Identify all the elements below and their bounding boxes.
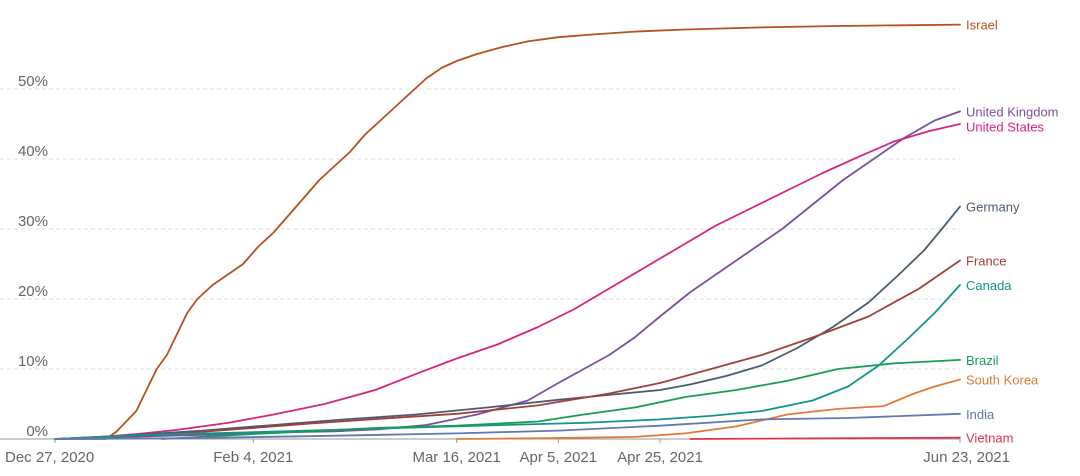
series-label-united-kingdom: United Kingdom xyxy=(966,104,1059,119)
x-tick-label: Feb 4, 2021 xyxy=(213,449,293,466)
y-tick-label: 40% xyxy=(18,143,48,160)
series-label-brazil: Brazil xyxy=(966,353,999,368)
series-label-israel: Israel xyxy=(966,18,998,33)
series-lines xyxy=(54,23,961,440)
x-tick-label: Apr 5, 2021 xyxy=(520,449,598,466)
x-axis-labels: Dec 27, 2020 Feb 4, 2021 Mar 16, 2021 Apr 5… xyxy=(5,439,1010,466)
series-label-india: India xyxy=(966,407,995,422)
y-tick-label: 50% xyxy=(18,73,48,90)
series-line-india xyxy=(54,412,961,440)
series-line-united-kingdom xyxy=(54,110,961,440)
series-label-germany: Germany xyxy=(966,200,1020,215)
series-label-united-states: United States xyxy=(966,119,1045,134)
y-tick-label: 20% xyxy=(18,283,48,300)
x-tick-label: Jun 23, 2021 xyxy=(923,449,1010,466)
series-line-france xyxy=(54,259,961,440)
series-line-vietnam xyxy=(689,436,961,440)
grid xyxy=(0,88,960,440)
series-line-israel xyxy=(54,23,961,440)
y-tick-label: 0% xyxy=(26,423,48,440)
y-tick-label: 10% xyxy=(18,353,48,370)
series-line-canada xyxy=(54,284,961,440)
x-tick-label: Dec 27, 2020 xyxy=(5,449,94,466)
series-line-brazil xyxy=(160,359,961,440)
x-tick-label: Apr 25, 2021 xyxy=(617,449,703,466)
y-tick-label: 30% xyxy=(18,213,48,230)
series-label-vietnam: Vietnam xyxy=(966,431,1013,446)
series-line-united-states xyxy=(54,123,961,440)
y-axis-labels: 0% 10% 20% 30% 40% 50% xyxy=(18,73,48,440)
series-line-germany xyxy=(54,205,961,440)
series-line-south-korea xyxy=(455,378,961,440)
series-label-south-korea: South Korea xyxy=(966,373,1039,388)
series-label-canada: Canada xyxy=(966,278,1012,293)
series-label-france: France xyxy=(966,254,1006,269)
x-tick-label: Mar 16, 2021 xyxy=(412,449,500,466)
